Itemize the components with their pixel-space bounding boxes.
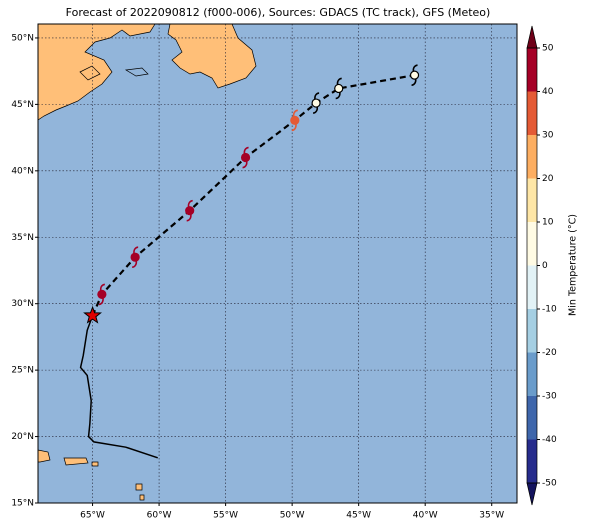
- colorbar-bin: [527, 352, 537, 396]
- colorbar-tick-label: -50: [542, 479, 557, 489]
- colorbar-tick-label: 0: [542, 261, 548, 271]
- colorbar-tick-label: 30: [542, 131, 554, 141]
- forecast-marker: [334, 77, 344, 100]
- colorbar-tick-label: -10: [542, 305, 557, 315]
- past-track: [79, 315, 158, 459]
- x-tick-label: 55°W: [213, 511, 238, 521]
- colorbar-label: Min Temperature (°C): [568, 214, 579, 316]
- forecast-marker: [409, 64, 420, 86]
- forecast-marker: [185, 199, 195, 222]
- hurricane-eye: [130, 252, 140, 262]
- hurricane-eye: [240, 152, 251, 163]
- hurricane-eye: [409, 70, 420, 80]
- colorbar-tick-label: 20: [542, 174, 554, 184]
- colorbar-bin: [527, 91, 537, 135]
- colorbar-bin: [527, 48, 537, 92]
- x-tick-label: 50°W: [280, 511, 305, 521]
- colorbar-bin: [527, 309, 537, 353]
- y-tick-label: 45°N: [11, 100, 34, 110]
- y-tick-label: 30°N: [11, 299, 34, 309]
- hurricane-eye: [185, 206, 195, 216]
- colorbar-tick-label: 10: [542, 218, 554, 228]
- colorbar-bin: [527, 222, 537, 266]
- x-tick-label: 45°W: [346, 511, 371, 521]
- y-tick-label: 15°N: [11, 499, 34, 509]
- x-tick-label: 35°W: [479, 511, 504, 521]
- y-tick-label: 25°N: [11, 366, 34, 376]
- x-tick-label: 40°W: [413, 511, 438, 521]
- hurricane-eye: [290, 115, 300, 125]
- y-tick-label: 20°N: [11, 432, 34, 442]
- y-tick-label: 40°N: [11, 166, 34, 176]
- hurricane-eye: [97, 289, 107, 299]
- hurricane-eye: [334, 83, 344, 94]
- forecast-marker: [311, 92, 321, 114]
- colorbar-bin: [527, 396, 537, 440]
- colorbar-bin: [527, 439, 537, 483]
- colorbar-bin: [527, 178, 537, 222]
- forecast-marker: [240, 146, 251, 169]
- colorbar-tick-label: -20: [542, 348, 557, 358]
- chart-title: Forecast of 2022090812 (f000-006), Sourc…: [66, 6, 491, 19]
- map-frame: [37, 23, 518, 504]
- colorbar-over: [526, 25, 538, 49]
- ocean: [38, 24, 517, 503]
- colorbar-bin: [527, 135, 537, 179]
- colorbar-tick-label: 40: [542, 87, 554, 97]
- forecast-marker: [97, 283, 107, 306]
- colorbar-tick-label: -30: [542, 392, 557, 402]
- y-tick-label: 35°N: [11, 233, 34, 243]
- colorbar-bin: [527, 265, 537, 309]
- colorbar-tick-label: -40: [542, 435, 557, 445]
- x-tick-label: 65°W: [80, 511, 105, 521]
- x-tick-label: 60°W: [147, 511, 172, 521]
- current-position: [83, 305, 102, 324]
- colorbar-tick-label: 50: [542, 44, 554, 54]
- forecast-marker: [290, 109, 300, 132]
- colorbar-under: [526, 482, 538, 506]
- y-tick-label: 50°N: [11, 33, 34, 43]
- hurricane-eye: [311, 98, 321, 108]
- land: [37, 23, 257, 501]
- forecast-marker: [130, 246, 140, 268]
